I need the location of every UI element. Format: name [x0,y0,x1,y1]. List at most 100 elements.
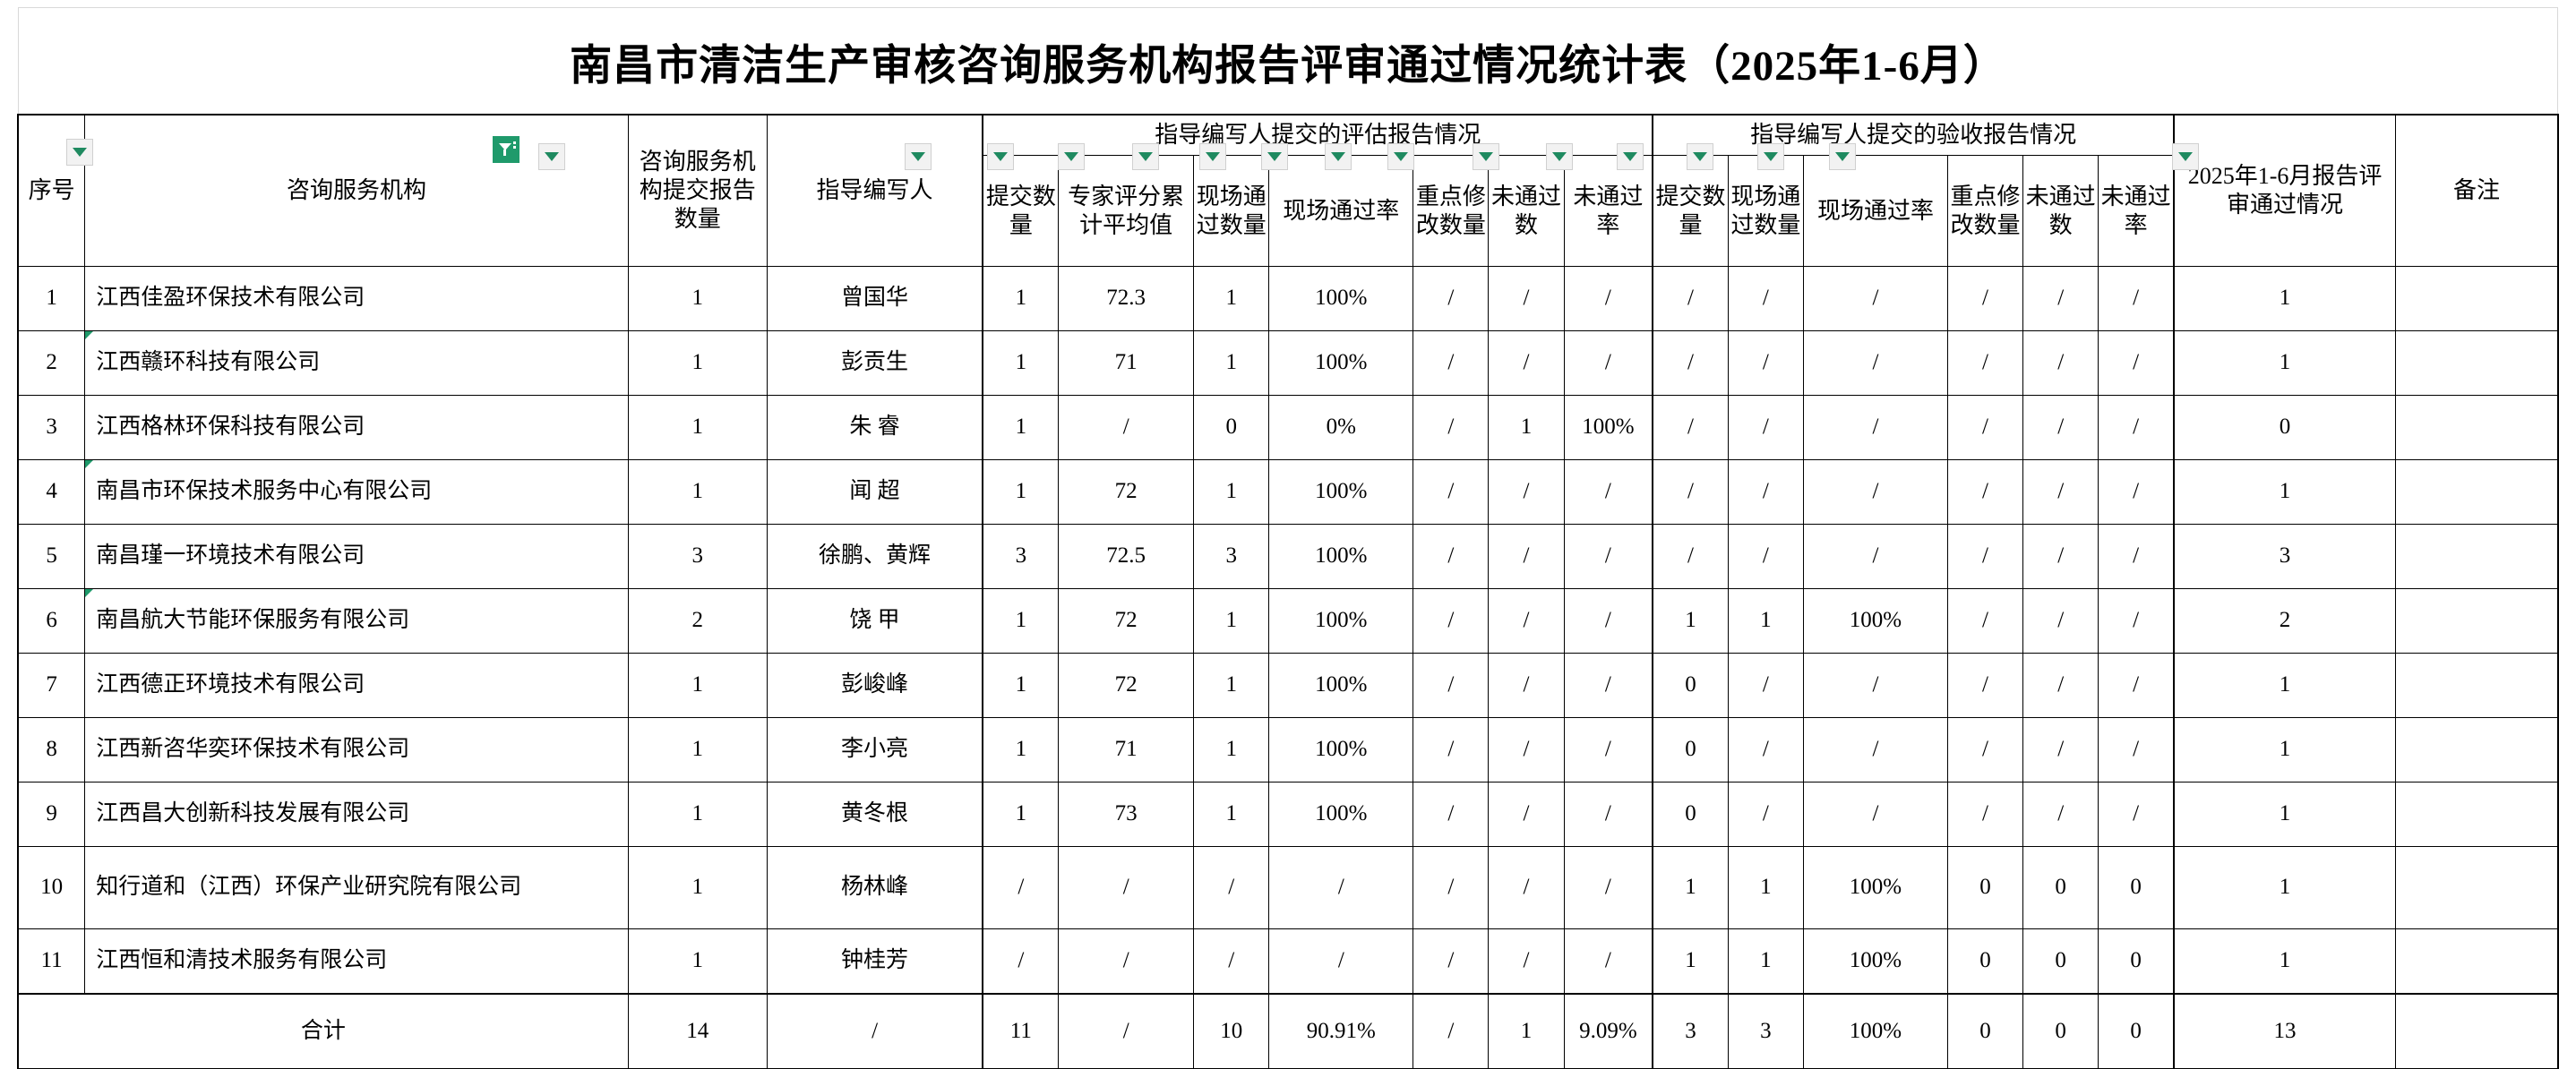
cell-remark [2395,588,2558,654]
chevron-down-icon [911,152,925,161]
filter-a-pass-chevron-down-icon[interactable] [1132,143,1159,170]
cell-b-failrate: / [2098,330,2176,396]
cell-a-score: 72.3 [1058,266,1195,331]
cell-b-key: / [1946,653,2024,718]
filter-writer-chevron-down-icon[interactable] [905,143,932,170]
cell-a-failrate: / [1563,330,1654,396]
cell-b-rate: 100% [1802,588,1948,654]
cell-b-key: 0 [1946,928,2024,994]
cell-a-rate: 100% [1268,588,1414,654]
cell-org-reports: 1 [627,395,768,460]
cell-a-submit: 1 [982,330,1060,396]
cell-writer: 黄冬根 [766,782,983,847]
cell-org-reports: 2 [627,588,768,654]
cell-b-failrate: / [2098,459,2176,525]
filter-a-submit-chevron-down-icon[interactable] [987,143,1014,170]
header-a-failrate: 未通过率 [1563,155,1654,267]
cell-a-failrate: / [1563,717,1654,783]
filter-period-chevron-down-icon[interactable] [2172,143,2199,170]
cell-period-total: 1 [2173,782,2397,847]
filter-b-rate-chevron-down-icon[interactable] [1617,143,1644,170]
cell-seq: 11 [17,928,86,994]
header-writer: 指导编写人 [766,115,983,267]
filter-a-key-chevron-down-icon[interactable] [1261,143,1288,170]
filter-a-rate-chevron-down-icon[interactable] [1199,143,1226,170]
cell-a-fail: / [1488,524,1565,589]
cell-b-rate: / [1802,266,1948,331]
cell-a-failrate: 100% [1563,395,1654,460]
cell-a-key: / [1413,928,1490,994]
cell-org-reports: 1 [627,459,768,525]
cell-a-fail: / [1488,653,1565,718]
cell-b-submit: 1 [1652,846,1729,929]
cell-a-key: / [1413,395,1490,460]
chevron-down-icon [1331,152,1345,161]
header-b-key: 重点修改数量 [1946,155,2024,267]
filter-b-fail-chevron-down-icon[interactable] [1757,143,1784,170]
cell-b-key: 0 [1946,846,2024,929]
header-sub-row: 提交数量 专家评分累计平均值 现场通过数量 现场通过率 重点修改数量 未通过数 … [19,155,2558,267]
cell-b-fail: / [2022,782,2099,847]
filter-b-key-chevron-down-icon[interactable] [1687,143,1713,170]
cell-writer: 闻 超 [766,459,983,525]
cell-b-rate: 100% [1802,846,1948,929]
cell-seq: 1 [17,266,86,331]
chevron-down-icon [1394,152,1408,161]
cell-org-reports: 1 [627,846,768,929]
cell-a-fail: / [1488,459,1565,525]
filter-a-score-chevron-down-icon[interactable] [1058,143,1085,170]
filter-a-fail-chevron-down-icon[interactable] [1325,143,1352,170]
cell-seq: 9 [17,782,86,847]
cell-period-total: 1 [2173,459,2397,525]
cell-a-submit: 1 [982,782,1060,847]
cell-a-failrate: / [1563,846,1654,929]
cell-b-pass: 1 [1727,588,1804,654]
total-label: 合计 [18,992,629,1069]
cell-org: 南昌瑾一环境技术有限公司 [84,524,629,589]
cell-b-pass: / [1727,717,1804,783]
cell-a-score: / [1058,395,1195,460]
filter-b-submit-chevron-down-icon[interactable] [1473,143,1499,170]
header-group-acceptance: 指导编写人提交的验收报告情况 [1652,115,2176,156]
cell-a-key: / [1413,459,1490,525]
cell-period-total: 2 [2173,588,2397,654]
cell-b-pass: / [1727,266,1804,331]
table-row: 4 南昌市环保技术服务中心有限公司 1 闻 超 1 72 1 100% / / / / / / / //1 [17,459,2558,525]
cell-org-reports: 1 [627,653,768,718]
cell-a-rate: 100% [1268,524,1414,589]
total-a-pass: 10 [1193,992,1270,1069]
statistics-table: 序号 咨询服务机构 咨询服务机构提交报告数量 指导编写人 指导编写人提交的评估报… [17,114,2559,1069]
cell-a-submit: 3 [982,524,1060,589]
cell-b-rate: / [1802,395,1948,460]
cell-b-fail: 0 [2022,928,2099,994]
cell-b-rate: / [1802,782,1948,847]
cell-b-submit: 1 [1652,588,1729,654]
cell-a-key: / [1413,588,1490,654]
header-group-assessment: 指导编写人提交的评估报告情况 [982,115,1654,156]
total-a-fail: 1 [1488,992,1565,1069]
cell-a-key: / [1413,330,1490,396]
cell-a-score: 72.5 [1058,524,1195,589]
filter-seq-chevron-down-icon[interactable] [66,139,93,166]
header-a-fail: 未通过数 [1488,155,1565,267]
cell-b-key: / [1946,524,2024,589]
cell-b-key: / [1946,717,2024,783]
cell-remark [2395,524,2558,589]
cell-b-key: / [1946,395,2024,460]
cell-b-fail: / [2022,395,2099,460]
total-a-submit: 11 [982,992,1060,1069]
chevron-down-icon [1064,152,1078,161]
header-a-key: 重点修改数量 [1413,155,1490,267]
cell-a-submit: 1 [982,653,1060,718]
filter-b-pass-chevron-down-icon[interactable] [1546,143,1573,170]
filter-b-failrate-chevron-down-icon[interactable] [1829,143,1856,170]
cell-b-rate: / [1802,524,1948,589]
filter-org-funnel-icon[interactable] [493,136,519,163]
cell-a-fail: / [1488,588,1565,654]
cell-b-submit: 0 [1652,717,1729,783]
cell-b-failrate: / [2098,653,2176,718]
filter-a-failrate-chevron-down-icon[interactable] [1387,143,1414,170]
cell-org-reports: 1 [627,782,768,847]
filter-org-reports-chevron-down-icon[interactable] [538,143,565,170]
cell-org: 江西新咨华奕环保技术有限公司 [84,717,629,783]
